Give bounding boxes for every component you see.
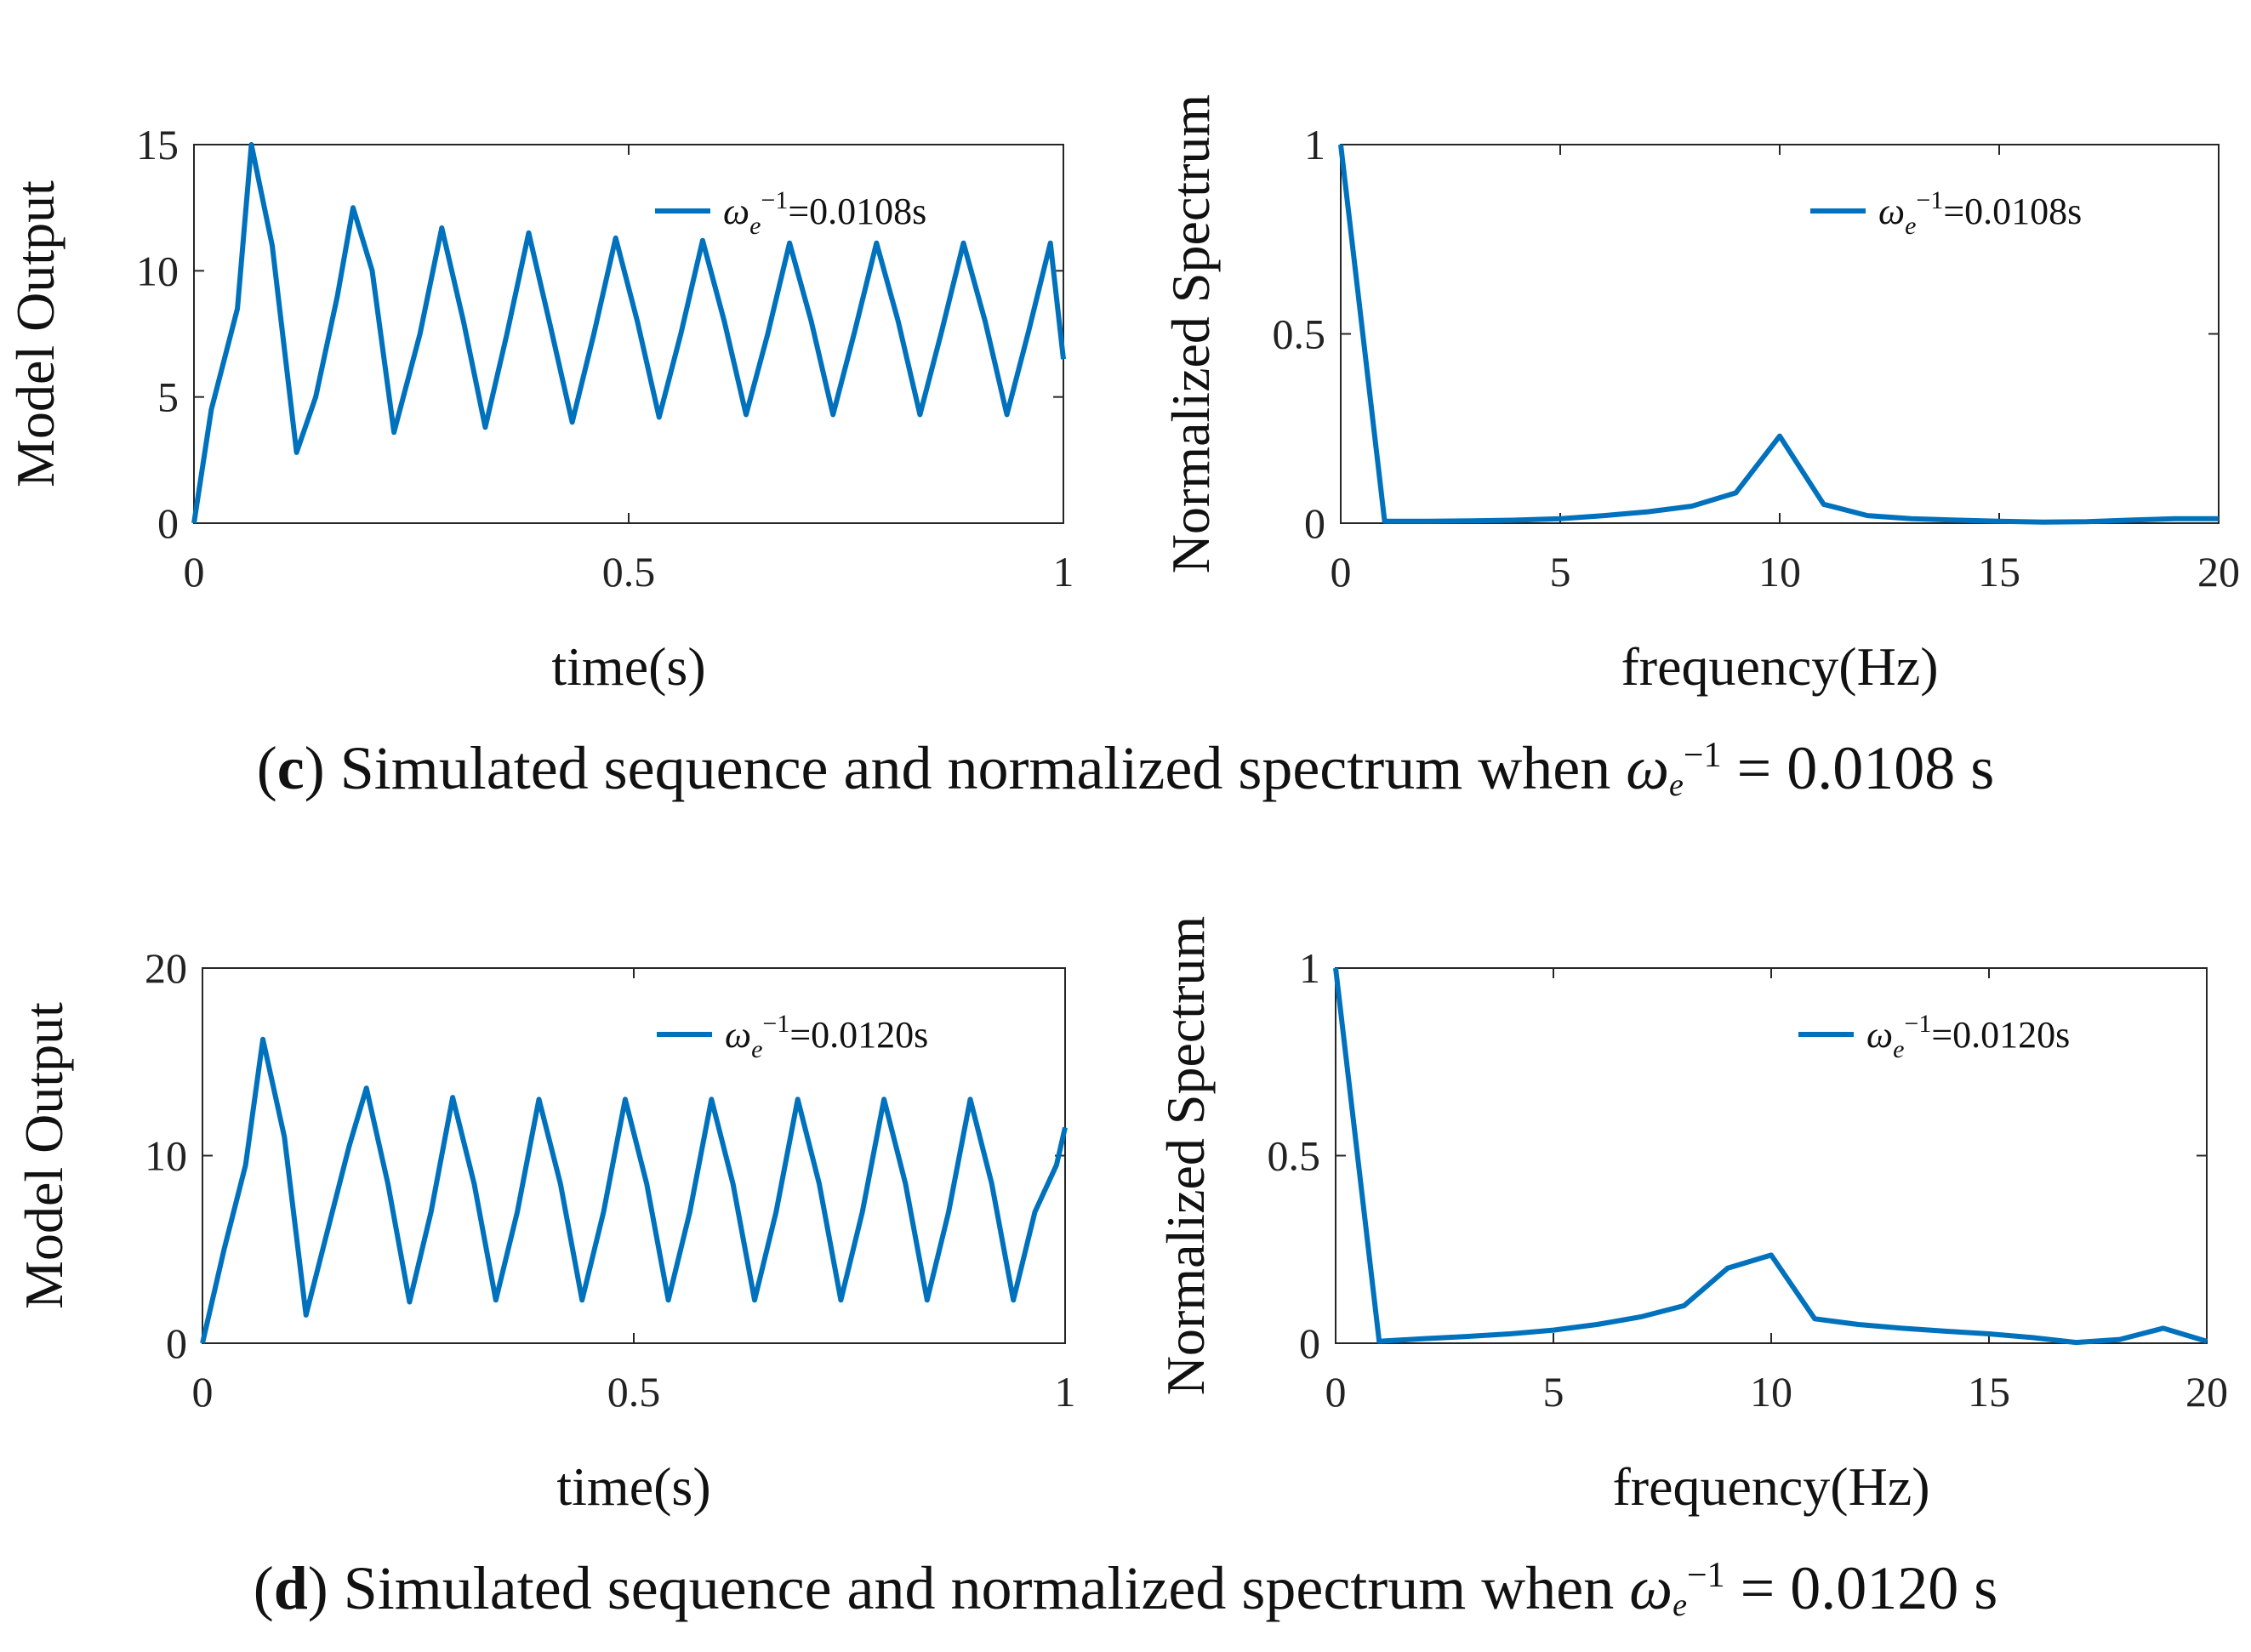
x-tick-label: 1 [1053,548,1074,595]
axes-box [202,968,1065,1343]
legend-label: ωe−1=0.0108s [1878,186,2082,240]
y-tick-label: 1 [1304,121,1325,168]
x-tick-label: 15 [1978,548,2020,595]
x-axis-label: frequency(Hz) [1612,1456,1929,1517]
series-line [194,145,1063,523]
y-axis-label: Normalized Spectrum [1160,94,1221,573]
caption-c-sup: −1 [1684,736,1722,775]
x-tick-label: 0.5 [602,548,656,595]
axes-box [194,145,1063,523]
caption-d-sup: −1 [1687,1556,1725,1595]
figure: 0 0.5 1051015time(s)Model Output ωe−1=0.010… [0,0,2251,1652]
x-tick-label: 20 [2185,1368,2228,1416]
legend-label: ωe−1=0.0108s [723,186,926,240]
axes-box [1341,145,2219,523]
x-tick-label: 5 [1543,1368,1564,1416]
caption-d-symbol: ω [1629,1554,1673,1622]
y-tick-label: 20 [145,944,187,992]
caption-d-sub: e [1673,1587,1687,1623]
caption-c: (c) Simulated sequence and normalized sp… [0,733,2251,804]
x-tick-label: 15 [1968,1368,2010,1416]
y-tick-label: 10 [145,1132,187,1180]
x-axis-label: time(s) [556,1456,710,1517]
x-tick-label: 10 [1758,548,1801,595]
x-tick-label: 0 [184,548,205,595]
series-line [1341,145,2219,522]
caption-c-value: = 0.0108 s [1722,734,1995,802]
caption-c-text: Simulated sequence and normalized spectr… [325,734,1627,802]
x-tick-label: 0 [1325,1368,1347,1416]
caption-c-sub: e [1669,767,1684,803]
x-tick-label: 0 [192,1368,214,1416]
axes-box [1336,968,2207,1343]
y-tick-label: 1 [1299,944,1320,992]
y-tick-label: 5 [157,373,179,421]
x-tick-label: 20 [2197,548,2240,595]
y-tick-label: 0 [157,499,179,547]
series-line [1336,968,2207,1342]
y-axis-label: Model Output [14,1002,74,1309]
series-line [202,1040,1065,1343]
caption-c-letter: c [277,734,305,802]
x-axis-label: frequency(Hz) [1621,636,1938,697]
x-tick-label: 0 [1331,548,1352,595]
y-tick-label: 0.5 [1268,1132,1321,1180]
legend-label: ωe−1=0.0120s [725,1010,928,1063]
y-tick-label: 0.5 [1273,310,1326,358]
x-tick-label: 1 [1055,1368,1076,1416]
y-tick-label: 0 [166,1319,187,1367]
x-tick-label: 0.5 [607,1368,661,1416]
y-tick-label: 15 [136,121,179,168]
y-axis-label: Model Output [5,180,66,487]
x-tick-label: 5 [1550,548,1571,595]
y-tick-label: 0 [1299,1319,1320,1367]
panel-d-spectrum: 0 5 10 15 20 0 0.5 1 frequency(Hz) Normalized Spe… [1155,916,2228,1517]
caption-d-value: = 0.0120 s [1725,1554,1998,1622]
caption-d-letter: d [274,1554,308,1622]
y-tick-label: 0 [1304,499,1325,547]
panel-c-spectrum: 0 5 10 15 20 0 0.5 1 frequency(Hz) Normalized Spe… [1160,94,2240,697]
x-tick-label: 10 [1750,1368,1792,1416]
caption-c-symbol: ω [1626,734,1669,802]
x-axis-label: time(s) [551,636,705,697]
caption-d: (d) Simulated sequence and normalized sp… [0,1553,2251,1624]
y-axis-label: Normalized Spectrum [1155,916,1216,1395]
y-tick-label: 10 [136,247,179,294]
legend-label: ωe−1=0.0120s [1866,1010,2070,1063]
caption-d-text: Simulated sequence and normalized spectr… [328,1554,1630,1622]
